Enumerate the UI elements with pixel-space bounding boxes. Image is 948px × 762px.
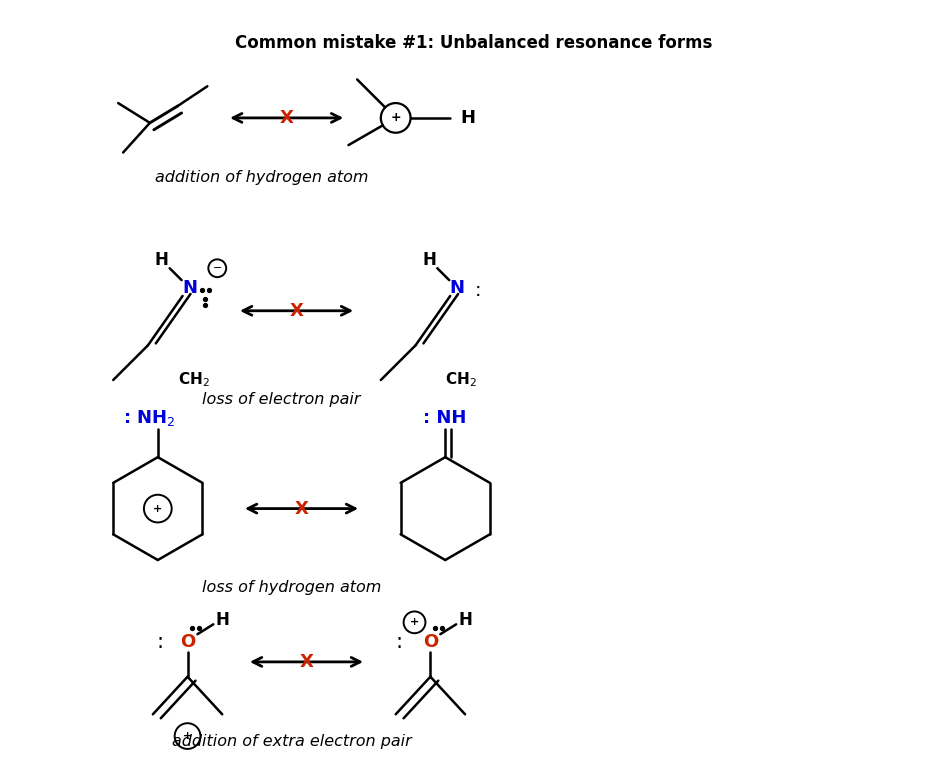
Text: N: N bbox=[182, 279, 197, 297]
Text: X: X bbox=[300, 653, 314, 671]
Text: : NH$_2$: : NH$_2$ bbox=[123, 408, 175, 427]
Text: addition of hydrogen atom: addition of hydrogen atom bbox=[155, 170, 369, 184]
Text: : NH: : NH bbox=[424, 408, 466, 427]
Text: +: + bbox=[183, 731, 192, 741]
Text: H: H bbox=[215, 611, 229, 629]
Text: H: H bbox=[155, 251, 169, 269]
Text: CH$_2$: CH$_2$ bbox=[446, 370, 477, 389]
Text: addition of extra electron pair: addition of extra electron pair bbox=[172, 734, 411, 748]
Text: H: H bbox=[460, 109, 475, 127]
Text: +: + bbox=[154, 504, 162, 514]
Text: N: N bbox=[449, 279, 465, 297]
Text: X: X bbox=[295, 500, 308, 517]
Text: loss of hydrogen atom: loss of hydrogen atom bbox=[202, 580, 381, 595]
Text: H: H bbox=[458, 611, 472, 629]
Text: O: O bbox=[423, 633, 438, 651]
Text: +: + bbox=[391, 111, 401, 124]
Text: CH$_2$: CH$_2$ bbox=[177, 370, 210, 389]
Text: H: H bbox=[423, 251, 436, 269]
Text: X: X bbox=[290, 302, 303, 320]
Text: :: : bbox=[475, 280, 482, 299]
Text: X: X bbox=[280, 109, 294, 127]
Text: −: − bbox=[212, 263, 222, 274]
Text: O: O bbox=[180, 633, 195, 651]
Text: +: + bbox=[410, 617, 419, 627]
Text: loss of electron pair: loss of electron pair bbox=[203, 392, 361, 408]
Text: :: : bbox=[156, 632, 163, 652]
Text: :: : bbox=[395, 632, 402, 652]
Text: Common mistake #1: Unbalanced resonance forms: Common mistake #1: Unbalanced resonance … bbox=[235, 34, 713, 52]
